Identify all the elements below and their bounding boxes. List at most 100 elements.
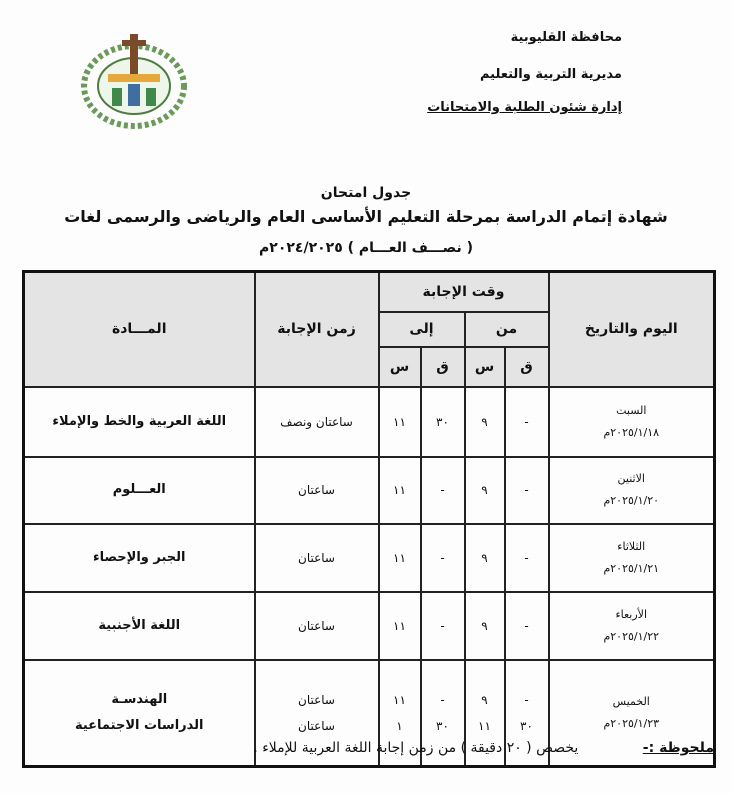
duration: ساعتان ونصف: [280, 414, 353, 429]
from-hour: ٩: [481, 692, 488, 707]
from-minute: ٣٠: [520, 718, 533, 733]
from-hour: ١١: [478, 718, 491, 733]
from-hour-cell: ٩: [463, 385, 506, 458]
from-minute: -: [524, 618, 529, 633]
ministry-emblem-icon: [81, 34, 187, 129]
header-to-minute: ق: [419, 345, 466, 388]
to-minute-cell: - ٣٠: [419, 658, 466, 768]
to-hour-cell: ١١: [377, 385, 422, 458]
day-date-cell: الاثنين ٢٠٢٥/١/٢٠م: [547, 455, 716, 525]
duration-cell: ساعتان: [253, 590, 380, 661]
to-minute-cell: -: [419, 590, 466, 661]
duration-cell: ساعتان ساعتان: [253, 658, 380, 768]
subject: اللغة العربية والخط والإملاء: [52, 413, 227, 429]
to-hour: ١١: [393, 692, 406, 707]
to-hour-cell: ١١: [377, 522, 422, 593]
subject: الهندسـة: [111, 691, 168, 707]
to-minute: ٣٠: [436, 414, 449, 429]
duration-cell: ساعتان: [253, 522, 380, 593]
to-minute-cell: -: [419, 455, 466, 525]
date: ٢٠٢٥/١/٢٢م: [603, 629, 660, 643]
to-minute: -: [440, 550, 445, 565]
to-minute-cell: -: [419, 522, 466, 593]
day: الأربعاء: [615, 607, 648, 621]
from-minute: -: [524, 692, 529, 707]
day-date-cell: السبت ٢٠٢٥/١/١٨م: [547, 385, 716, 458]
table-row: السبت ٢٠٢٥/١/١٨م - ٩ ٣٠ ١١ ساعتان ونصف اللغة ال…: [22, 385, 716, 458]
to-minute: -: [440, 483, 445, 497]
to-hour: ١١: [393, 414, 406, 429]
from-hour: ٩: [481, 550, 488, 565]
table-row: الخميس ٢٠٢٥/١/٢٣م -٣٠ ٩ ١١-٣٠ ١١ ١ ساعتان ساعتان…: [22, 658, 716, 768]
date: ٢٠٢٥/١/٢٠م: [603, 494, 660, 507]
from-minute: -: [524, 414, 529, 429]
from-hour: ٩: [481, 414, 488, 429]
subject-cell: اللغة العربية والخط والإملاء: [22, 385, 256, 458]
header-answer-time: وقت الإجابة: [377, 270, 550, 313]
header-day-date: اليوم والتاريخ: [547, 270, 716, 388]
from-hour: ٩: [481, 618, 488, 633]
subject: الدراسات الاجتماعية: [74, 717, 204, 733]
duration: ساعتان: [298, 692, 335, 707]
from-minute: -: [524, 483, 529, 497]
duration-cell: ساعتان ونصف: [253, 385, 380, 458]
note-label: ملحوظة :-: [642, 740, 714, 756]
from-minute-cell: -: [503, 455, 550, 525]
note-text: يخصص ( ٢٠ دقيقة ) من زمن إجابة اللغة الع…: [253, 740, 579, 756]
governorate: محافظة القليوبية: [510, 30, 622, 45]
directorate: مديرية التربية والتعليم: [479, 67, 622, 82]
header-from-minute: ق: [503, 345, 550, 388]
from-hour-cell: ٩: [463, 455, 506, 525]
duration: ساعتان: [298, 718, 335, 733]
from-hour-cell: ٩ ١١: [463, 658, 506, 768]
to-hour-cell: ١١ ١: [377, 658, 422, 768]
to-hour: ١: [396, 718, 403, 733]
exam-schedule-table: اليوم والتاريخ وقت الإجابة زمن الإجابة ا…: [22, 270, 716, 768]
subject: اللغة الأجنبية: [98, 617, 181, 633]
subject: الجبر والإحصاء: [92, 549, 186, 565]
from-minute: -: [524, 550, 529, 565]
to-hour: ١١: [393, 483, 406, 497]
from-hour: ٩: [481, 483, 488, 497]
duration: ساعتان: [298, 483, 335, 497]
subject: العـــلوم: [112, 482, 166, 497]
from-minute-cell: - ٣٠: [503, 658, 550, 768]
header-from: من: [463, 310, 550, 348]
from-minute-cell: -: [503, 522, 550, 593]
from-minute-cell: -: [503, 385, 550, 458]
day: السبت: [616, 403, 647, 417]
header-to-hour: س: [377, 345, 422, 388]
table-row: الثلاثاء ٢٠٢٥/١/٢١م - ٩ - ١١ ساعتان الجبر والإح…: [22, 522, 716, 593]
table-row: الاثنين ٢٠٢٥/١/٢٠م - ٩ - ١١ ساعتان العـــلوم: [22, 455, 716, 525]
day-date-cell: الأربعاء ٢٠٢٥/١/٢٢م: [547, 590, 716, 661]
day-date-cell: الثلاثاء ٢٠٢٥/١/٢١م: [547, 522, 716, 593]
duration-cell: ساعتان: [253, 455, 380, 525]
title-line2: شهادة إتمام الدراسة بمرحلة التعليم الأسا…: [64, 207, 668, 226]
to-minute: -: [440, 618, 445, 633]
day: الخميس: [612, 694, 650, 708]
date: ٢٠٢٥/١/١٨م: [603, 425, 660, 439]
subject-cell: الهندسـة الدراسات الاجتماعية: [22, 658, 256, 768]
department: إدارة شئون الطلبة والامتحانات: [427, 100, 622, 115]
from-hour-cell: ٩: [463, 522, 506, 593]
table-row: الأربعاء ٢٠٢٥/١/٢٢م - ٩ - ١١ ساعتان اللغة الأجن…: [22, 590, 716, 661]
to-minute-cell: ٣٠: [419, 385, 466, 458]
to-minute: ٣٠: [436, 718, 449, 733]
to-hour-cell: ١١: [377, 455, 422, 525]
day-date-cell: الخميس ٢٠٢٥/١/٢٣م: [547, 658, 716, 768]
title-line1: جدول امتحان: [320, 185, 412, 201]
header-subject: المـــادة: [22, 270, 256, 388]
header-to: إلى: [377, 310, 466, 348]
duration: ساعتان: [298, 618, 335, 633]
subject-cell: الجبر والإحصاء: [22, 522, 256, 593]
day: الثلاثاء: [617, 539, 646, 553]
day: الاثنين: [617, 472, 645, 485]
header-duration: زمن الإجابة: [253, 270, 380, 388]
subject-cell: العـــلوم: [22, 455, 256, 525]
title-line3: ( نصـــف العـــام ) ٢٠٢٤/٢٠٢٥م: [259, 240, 473, 256]
date: ٢٠٢٥/١/٢١م: [603, 561, 660, 575]
date: ٢٠٢٥/١/٢٣م: [603, 716, 660, 730]
to-hour-cell: ١١: [377, 590, 422, 661]
from-minute-cell: -: [503, 590, 550, 661]
